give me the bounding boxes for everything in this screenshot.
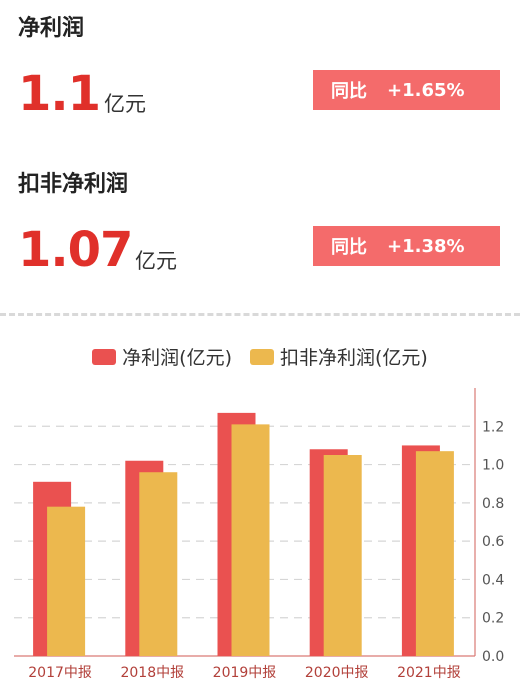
y-tick-label-2: 0.4 [482,572,504,588]
net-profit-yoy-label: 同比 [331,81,367,102]
net-profit-yoy-badge: 同比 +1.65% [313,70,500,110]
bar-deducted-profit-1[interactable] [139,472,178,656]
net-profit-yoy-value: +1.65% [387,79,465,101]
deducted-profit-title: 扣非净利润 [18,172,129,197]
deducted-profit-yoy-badge: 同比 +1.38% [313,226,500,266]
chart-legend: 净利润(亿元) 扣非净利润(亿元) [0,343,520,370]
bar-deducted-profit-0[interactable] [47,506,86,656]
legend-label-net-profit: 净利润(亿元) [122,347,232,369]
legend-swatch-deducted-profit [250,348,274,365]
y-tick-label-0: 0.0 [482,649,504,665]
bar-deducted-profit-2[interactable] [231,424,270,656]
legend-swatch-net-profit [92,348,117,365]
x-category-label-4: 2021中报 [397,665,461,681]
deducted-profit-unit: 亿元 [135,249,177,273]
y-tick-label-1: 0.2 [482,611,504,627]
deducted-profit-value: 1.07 [18,222,133,278]
y-tick-label-3: 0.6 [482,534,504,550]
x-category-label-1: 2018中报 [120,665,184,681]
net-profit-value: 1.1 [18,66,101,122]
y-tick-label-4: 0.8 [482,496,504,512]
deducted-profit-yoy-label: 同比 [331,237,367,258]
legend-item-deducted-profit[interactable]: 扣非净利润(亿元) [250,343,428,370]
bar-deducted-profit-3[interactable] [323,455,362,656]
deducted-profit-yoy-value: +1.38% [387,235,465,257]
legend-label-deducted-profit: 扣非净利润(亿元) [280,347,428,369]
y-tick-label-5: 1.0 [482,458,504,474]
bar-deducted-profit-4[interactable] [415,451,454,656]
x-category-label-0: 2017中报 [28,665,92,681]
net-profit-title: 净利润 [18,16,85,41]
profit-bar-chart: 0.0 0.2 0.4 0.6 0.8 1.0 1.2 2017中报 2018中报 2019中报 2… [14,388,504,681]
x-category-label-3: 2020中报 [305,665,369,681]
section-divider [0,313,520,316]
x-category-label-2: 2019中报 [213,665,277,681]
y-tick-label-6: 1.2 [482,419,504,435]
legend-item-net-profit[interactable]: 净利润(亿元) [92,343,232,370]
net-profit-unit: 亿元 [104,92,146,116]
